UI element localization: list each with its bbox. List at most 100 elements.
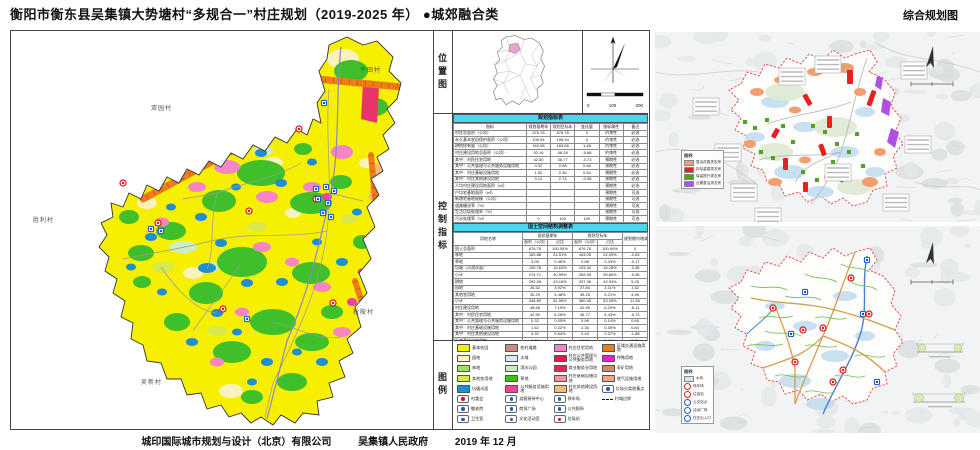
- legend-item: 停车场: [684, 382, 711, 390]
- table-cell: 676.76: [525, 129, 552, 138]
- table-cell: -3.73: [574, 155, 600, 164]
- poi-marker-icon: [601, 384, 614, 393]
- table-cell: 48.66: [521, 304, 548, 313]
- table-cell: 2.74: [550, 175, 576, 184]
- indicator-table: 指标 规划基期年 规划目标年 变化量 指标属性 备注 村庄总面积（公顷） 676.76 676…: [453, 123, 648, 223]
- legend-label: 文化活动室: [519, 416, 540, 422]
- table-cell: 坑塘（河流水面）: [453, 264, 523, 273]
- section-location: 位置图: [433, 31, 648, 114]
- legend-label: 滨水公园: [520, 365, 537, 371]
- table-cell: 预期性: [598, 155, 624, 164]
- table-cell: 7.19%: [546, 304, 573, 313]
- legend-item: 公交站点: [684, 398, 711, 406]
- legend-item: 村庄公共管理与公共服务用地: [553, 353, 600, 363]
- legend-swatch: [553, 364, 567, 373]
- table-cell: 106.54: [550, 136, 576, 144]
- legend-item: 滨水公园: [505, 363, 551, 373]
- legend-item: 燃气设施用地: [601, 374, 648, 384]
- table-cell: [525, 208, 552, 217]
- table-row: 人均村庄建设用地面积（㎡） 预期性 必选: [453, 182, 648, 190]
- legend-item: 村委会: [457, 394, 503, 404]
- table-row: 小计 274.71 40.59% 269.35 39.80% -5.36: [453, 271, 648, 280]
- right-bottom-legend-title: 图例: [684, 368, 693, 374]
- table-cell: 35.25: [571, 291, 598, 299]
- table-cell: 292.08: [521, 278, 548, 286]
- table-cell: 297.36: [571, 278, 598, 286]
- legend-label: 保留提升类农房: [696, 174, 722, 178]
- legend-label: 垃圾站: [693, 391, 704, 396]
- table-cell: 676.76: [521, 245, 548, 253]
- table-cell: 15.63%: [546, 264, 573, 273]
- table-cell: 5.43%: [596, 311, 623, 319]
- table-cell: 24.51%: [546, 251, 573, 260]
- legend-label: 游客接待中心: [519, 395, 544, 401]
- legend-swatch: [505, 374, 519, 383]
- table-cell: 42.50: [525, 155, 552, 164]
- legend-swatch: [684, 180, 694, 187]
- table-cell: 163.05: [571, 251, 598, 260]
- table-cell: 村庄总面积（公顷）: [453, 129, 527, 138]
- right-map-bottom: 图例 水系 停车场 垃圾站 公交站点 活动广场 村庄出入口: [653, 220, 980, 440]
- table-cell: [574, 195, 600, 204]
- table-cell: 11.56: [621, 297, 648, 306]
- legend-item: 林地: [457, 363, 503, 373]
- table-cell: [550, 182, 576, 190]
- legend-item: 垃圾站: [553, 414, 600, 424]
- table-cell: 0.22%: [546, 324, 573, 332]
- legend-item: 保留提升类农房: [684, 173, 722, 180]
- table-cell: 耕地保有量（公顷）: [453, 142, 527, 151]
- table-row: 耕地保有量（公顷） 162.08 163.56 1.48 约束性 必选: [453, 142, 648, 151]
- legend-swatch: [553, 344, 567, 352]
- table-cell: 46.28: [550, 149, 576, 157]
- table-cell: 必选: [622, 149, 648, 157]
- legend-item: 其他农用地: [457, 374, 503, 384]
- table-cell: 0.32: [525, 162, 552, 171]
- table-cell: 预期性: [598, 195, 624, 204]
- structure-col-header: 面积（公顷）: [571, 238, 598, 247]
- table-cell: 106.54: [525, 136, 552, 144]
- table-cell: 预期性: [598, 182, 624, 190]
- table-row: 其中：村庄基础设施用地 1.52 2.36 0.84 预期性 必选: [453, 169, 648, 177]
- table-row: 国土总面积 676.76 100.00% 676.76 100.00% 0: [453, 245, 648, 253]
- wind-rose-icon: [586, 37, 644, 97]
- table-cell: 2.44: [571, 330, 598, 339]
- table-row: 坑塘（河流水面） 105.78 15.63% 103.42 15.28% -2.36: [453, 264, 648, 273]
- table-cell: 3.92%: [546, 284, 573, 293]
- table-cell: 676.76: [571, 245, 598, 253]
- table-cell: 5.28: [621, 278, 648, 286]
- north-arrow-icon: [925, 46, 934, 69]
- village-name-label: 秋陂村: [353, 310, 375, 316]
- poi-marker-icon: [505, 415, 518, 424]
- table-cell: 1.48: [574, 142, 600, 151]
- table-cell: 15.28%: [596, 264, 623, 273]
- title-category: ●城郊融合类: [422, 7, 499, 22]
- table-cell: 53.26%: [596, 297, 623, 306]
- legend-swatch: [684, 173, 694, 180]
- legend-grid: 基本农田 农村道路 村庄住宅用地 区域交通设施用地 园地 水域 村庄公共管理与公共服务用地 特…: [453, 343, 648, 427]
- page-title: 衡阳市衡东县吴集镇大势塘村“多规合一”村庄规划（2019-2025 年） ●城郊…: [10, 7, 499, 22]
- landuse-patches: [119, 46, 401, 420]
- legend-swatch: [601, 374, 615, 383]
- legend-label: 特殊用地: [616, 355, 634, 361]
- table-cell: 户均宅基地面积（㎡）: [453, 188, 527, 197]
- table-cell: 162.08: [525, 142, 552, 151]
- table-row: 其中：村庄其他建设用地 3.12 2.74 -0.38 预期性 必选: [453, 175, 648, 184]
- table-cell: 必选: [622, 142, 648, 151]
- section-control-indicators: 控制指标 规划指标表 指标 规划基期年 规划目标年 变化量 指标属性 备注 村庄总面积（公…: [433, 114, 648, 341]
- table-cell: 道路硬化率（%）: [453, 202, 527, 210]
- structure-col-header: 规划目标年: [571, 231, 623, 240]
- legend-item: 农村道路: [505, 343, 551, 353]
- legend-label: 整治改善类农房: [696, 160, 722, 164]
- table-row: 户均宅基地面积（㎡） 预期性 可选: [453, 188, 648, 197]
- drawing-frame: 双园村 平田村 胜利村 秋陂村 吴新村 位置图: [10, 30, 650, 430]
- legend-item: 公共厕所: [553, 404, 600, 414]
- legend-swatch: [457, 354, 470, 363]
- legend-item: 水域: [505, 353, 551, 363]
- poi-marker-icon: [684, 398, 691, 406]
- legend-label: 园地: [472, 355, 481, 361]
- table-cell: 0.98: [550, 162, 576, 171]
- table-cell: 39.80%: [596, 271, 623, 280]
- right-top-legend-title: 图例: [684, 152, 693, 158]
- table-cell: [574, 188, 600, 197]
- table-cell: 人均村庄建设用地面积（㎡）: [453, 182, 527, 190]
